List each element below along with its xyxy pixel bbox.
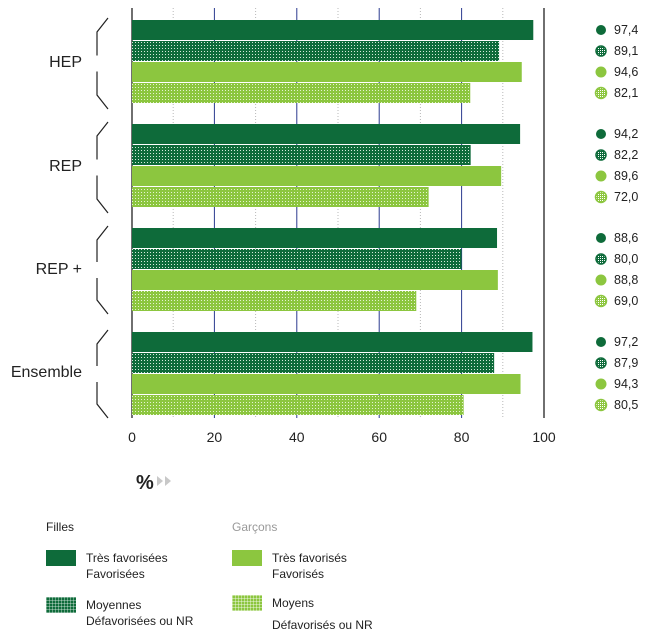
bar bbox=[132, 332, 533, 352]
legend-item-filles-favorisees: Très favorisées Favorisées bbox=[46, 550, 168, 582]
patterned-circle-icon bbox=[595, 149, 607, 161]
bar bbox=[132, 353, 495, 373]
circle-icon bbox=[596, 25, 606, 35]
bar bbox=[132, 374, 521, 394]
legend-label: Défavorisés ou NR bbox=[272, 618, 373, 632]
legend-label: Très favorisés bbox=[272, 551, 347, 565]
group-brace bbox=[96, 17, 109, 110]
legend-heading-garcons: Garçons bbox=[232, 520, 278, 534]
legend-swatch-dark-grid bbox=[46, 597, 76, 613]
value-label: 94,6 bbox=[614, 65, 638, 79]
bar bbox=[132, 395, 464, 415]
bar bbox=[132, 62, 522, 82]
value-label: 69,0 bbox=[614, 294, 638, 308]
value-label: 94,3 bbox=[614, 377, 638, 391]
value-label: 89,6 bbox=[614, 169, 638, 183]
legend-item-garcons-defavorises: Moyens Défavorisés ou NR bbox=[232, 595, 373, 633]
value-label: 88,6 bbox=[614, 231, 638, 245]
circle-icon bbox=[595, 66, 607, 78]
value-label: 97,4 bbox=[614, 23, 638, 37]
bar bbox=[132, 83, 471, 103]
patterned-circle-icon bbox=[595, 45, 607, 57]
x-tick-label: 40 bbox=[289, 429, 305, 445]
bar bbox=[132, 228, 498, 248]
circle-icon bbox=[595, 170, 607, 182]
category-label: REP + bbox=[36, 261, 82, 278]
legend-label: Moyens bbox=[272, 596, 315, 610]
value-label: 87,9 bbox=[614, 356, 638, 370]
legend-label: Défavorisées ou NR bbox=[86, 614, 194, 628]
legend-label: Moyennes bbox=[86, 598, 142, 612]
arrow-right-icon bbox=[157, 476, 163, 486]
legend-label: Favorisées bbox=[86, 567, 145, 581]
category-label: HEP bbox=[49, 54, 82, 71]
x-axis-label: % bbox=[136, 472, 154, 494]
legend-swatch-light-grid bbox=[232, 595, 262, 611]
category-label: REP bbox=[49, 158, 82, 175]
legend-label: Favorisés bbox=[272, 567, 325, 581]
circle-icon bbox=[596, 233, 606, 243]
legend-swatch-light-solid bbox=[232, 550, 262, 566]
bar bbox=[132, 249, 462, 269]
value-label: 82,2 bbox=[614, 148, 638, 162]
value-label: 80,5 bbox=[614, 398, 638, 412]
group-brace bbox=[96, 121, 109, 214]
group-brace bbox=[96, 329, 109, 419]
patterned-circle-icon bbox=[594, 86, 608, 100]
legend-item-filles-defavorisees: Moyennes Défavorisées ou NR bbox=[46, 597, 193, 629]
value-label: 88,8 bbox=[614, 273, 638, 287]
bar bbox=[132, 270, 498, 290]
circle-icon bbox=[596, 337, 606, 347]
value-label: 97,2 bbox=[614, 335, 638, 349]
x-tick-label: 20 bbox=[207, 429, 223, 445]
circle-icon bbox=[595, 378, 607, 390]
patterned-circle-icon bbox=[595, 357, 607, 369]
value-label: 89,1 bbox=[614, 44, 638, 58]
legend: Filles Garçons Très favorisées Favorisée… bbox=[0, 500, 658, 633]
value-label: 82,1 bbox=[614, 86, 638, 100]
x-tick-label: 0 bbox=[128, 429, 136, 445]
patterned-circle-icon bbox=[594, 190, 608, 204]
x-tick-label: 60 bbox=[371, 429, 387, 445]
legend-heading-filles: Filles bbox=[46, 520, 75, 534]
patterned-circle-icon bbox=[594, 294, 608, 308]
group-brace bbox=[96, 225, 109, 315]
patterned-circle-icon bbox=[594, 398, 608, 412]
bar-chart: HEP REP REP + Ensemble 0 20 40 60 80 100 97,4 89,… bbox=[11, 8, 638, 494]
value-label: 80,0 bbox=[614, 252, 638, 266]
bar bbox=[132, 187, 429, 207]
legend-swatch-dark-solid bbox=[46, 550, 76, 566]
legend-label: Très favorisées bbox=[86, 551, 168, 565]
bar bbox=[132, 291, 417, 311]
bar bbox=[132, 124, 521, 144]
bar bbox=[132, 145, 471, 165]
bar bbox=[132, 41, 500, 61]
x-tick-label: 80 bbox=[454, 429, 470, 445]
patterned-circle-icon bbox=[595, 253, 607, 265]
bar bbox=[132, 20, 534, 40]
value-label: 94,2 bbox=[614, 127, 638, 141]
arrow-right-icon bbox=[165, 476, 171, 486]
circle-icon bbox=[596, 129, 606, 139]
legend-item-garcons-favorises: Très favorisés Favorisés bbox=[232, 550, 347, 582]
x-tick-label: 100 bbox=[532, 429, 556, 445]
value-label: 72,0 bbox=[614, 190, 638, 204]
circle-icon bbox=[595, 274, 607, 286]
category-label: Ensemble bbox=[11, 364, 82, 381]
bar bbox=[132, 166, 502, 186]
